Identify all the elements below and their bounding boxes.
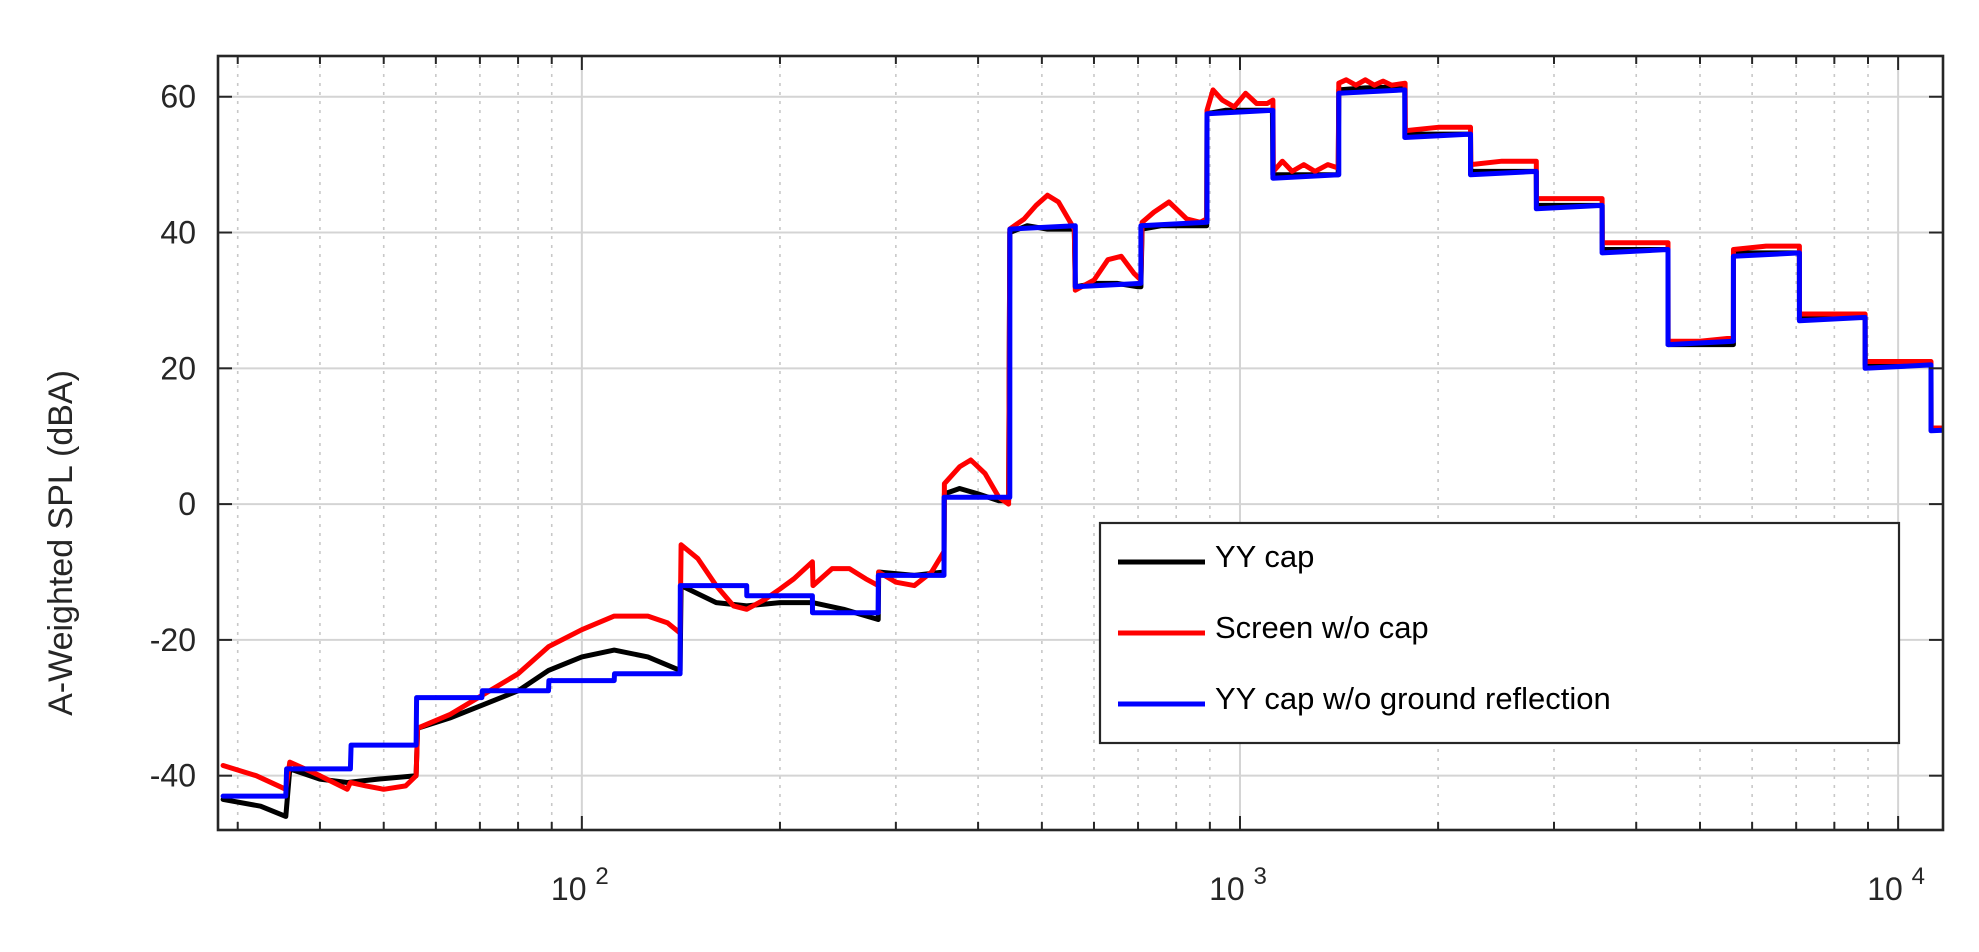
y-tick-label: 40 xyxy=(160,215,196,251)
plot-frame xyxy=(216,54,1945,832)
legend-box xyxy=(1098,521,1901,745)
y-tick-label: -20 xyxy=(150,622,196,658)
series-layer xyxy=(220,77,1943,819)
x-tick-label: 10 2 xyxy=(551,863,609,907)
y-tick-label: -40 xyxy=(150,758,196,794)
x-tick-label: 10 4 xyxy=(1867,863,1925,907)
series-line-1 xyxy=(220,77,1943,792)
y-tick-label: 0 xyxy=(178,486,196,522)
series-line-2 xyxy=(220,87,1943,799)
y-axis-label: A-Weighted SPL (dBA) xyxy=(42,370,80,716)
x-tick-label: 10 3 xyxy=(1209,863,1267,907)
y-tick-label: 20 xyxy=(160,350,196,386)
y-tick-label: 60 xyxy=(160,79,196,115)
grid xyxy=(218,56,1943,830)
legend: YY cap Screen w/o cap YY cap w/o ground … xyxy=(1098,521,1901,745)
legend-label-yy-cap-wo-ground-reflection: YY cap w/o ground reflection xyxy=(1215,681,1611,716)
axis-ticks: -40 -20 0 20 40 60 10 2 10 3 10 4 xyxy=(150,56,1943,907)
legend-label-yy-cap: YY cap xyxy=(1215,539,1314,574)
legend-label-screen-wo-cap: Screen w/o cap xyxy=(1215,610,1429,645)
